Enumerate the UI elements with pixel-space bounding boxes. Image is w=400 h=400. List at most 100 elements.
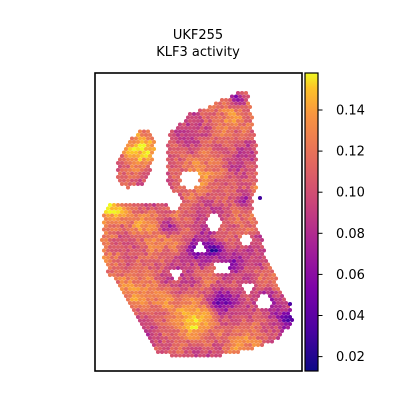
spot bbox=[233, 115, 239, 120]
spot bbox=[145, 206, 151, 211]
spot bbox=[181, 290, 187, 295]
spot bbox=[243, 300, 249, 306]
spot bbox=[129, 241, 135, 246]
spot bbox=[207, 167, 213, 173]
spot bbox=[209, 164, 215, 169]
spot bbox=[227, 244, 233, 250]
spot bbox=[237, 234, 243, 239]
spot bbox=[215, 335, 221, 341]
spot bbox=[239, 195, 245, 201]
spot bbox=[199, 223, 205, 229]
spot bbox=[187, 167, 193, 173]
spot bbox=[247, 321, 253, 327]
spot bbox=[153, 206, 159, 211]
spot bbox=[165, 157, 171, 162]
spot bbox=[117, 227, 123, 232]
spot bbox=[195, 146, 201, 152]
spot bbox=[195, 230, 201, 236]
spot bbox=[229, 318, 235, 323]
spot bbox=[163, 237, 169, 243]
spot bbox=[211, 174, 217, 180]
spot bbox=[231, 293, 237, 299]
spot bbox=[229, 220, 235, 225]
spot bbox=[129, 290, 135, 295]
spot bbox=[235, 146, 241, 152]
spot bbox=[199, 174, 205, 180]
spot bbox=[165, 171, 171, 176]
spot bbox=[117, 171, 123, 176]
spot bbox=[231, 125, 237, 131]
spot bbox=[187, 300, 193, 306]
spot bbox=[249, 234, 255, 239]
spot bbox=[215, 181, 221, 187]
spot bbox=[123, 237, 129, 243]
spot bbox=[255, 265, 261, 271]
spot bbox=[201, 115, 207, 120]
spot bbox=[189, 269, 195, 274]
spot bbox=[179, 195, 185, 201]
spot bbox=[119, 223, 125, 229]
spot bbox=[243, 251, 249, 257]
spot bbox=[237, 339, 243, 344]
spot bbox=[255, 286, 261, 292]
spot bbox=[133, 262, 139, 267]
spot bbox=[191, 258, 197, 264]
spot bbox=[235, 335, 241, 341]
spot bbox=[217, 248, 223, 253]
spot bbox=[203, 160, 209, 166]
spot bbox=[275, 293, 281, 299]
spot bbox=[181, 241, 187, 246]
spot bbox=[183, 335, 189, 341]
spot bbox=[149, 136, 155, 141]
spot bbox=[133, 255, 139, 260]
spot bbox=[171, 153, 177, 159]
spot bbox=[207, 237, 213, 243]
spot bbox=[179, 223, 185, 229]
spot bbox=[247, 146, 253, 152]
spot bbox=[233, 255, 239, 260]
spot bbox=[135, 216, 141, 222]
spot bbox=[205, 122, 211, 127]
spot bbox=[221, 178, 227, 183]
spot bbox=[167, 244, 173, 250]
spot bbox=[271, 286, 277, 292]
spot bbox=[197, 262, 203, 267]
spot bbox=[213, 150, 219, 155]
spot bbox=[219, 349, 225, 355]
spot bbox=[149, 283, 155, 288]
spot bbox=[197, 318, 203, 323]
spot bbox=[217, 122, 223, 127]
spot bbox=[257, 276, 263, 281]
spot bbox=[221, 339, 227, 344]
spot bbox=[125, 276, 131, 281]
spot bbox=[165, 143, 171, 148]
spot bbox=[153, 318, 159, 323]
spot bbox=[119, 209, 125, 215]
spot bbox=[129, 171, 135, 176]
spot bbox=[173, 339, 179, 344]
spot bbox=[123, 153, 129, 159]
spot bbox=[191, 293, 197, 299]
spot bbox=[275, 328, 281, 334]
spot bbox=[257, 234, 263, 239]
spot bbox=[177, 297, 183, 302]
spot bbox=[161, 276, 167, 281]
spot bbox=[165, 318, 171, 323]
spot bbox=[159, 272, 165, 278]
spot bbox=[121, 283, 127, 288]
spot bbox=[153, 241, 159, 246]
spot bbox=[193, 297, 199, 302]
spot bbox=[167, 349, 173, 355]
spot bbox=[243, 216, 249, 222]
spot bbox=[215, 188, 221, 194]
spot bbox=[213, 353, 219, 358]
spot bbox=[195, 223, 201, 229]
spot bbox=[219, 188, 225, 194]
spot bbox=[117, 283, 123, 288]
spot bbox=[257, 339, 263, 344]
spot bbox=[191, 230, 197, 236]
spot bbox=[187, 286, 193, 292]
spot bbox=[123, 167, 129, 173]
spot bbox=[203, 293, 209, 299]
spot bbox=[117, 206, 123, 211]
